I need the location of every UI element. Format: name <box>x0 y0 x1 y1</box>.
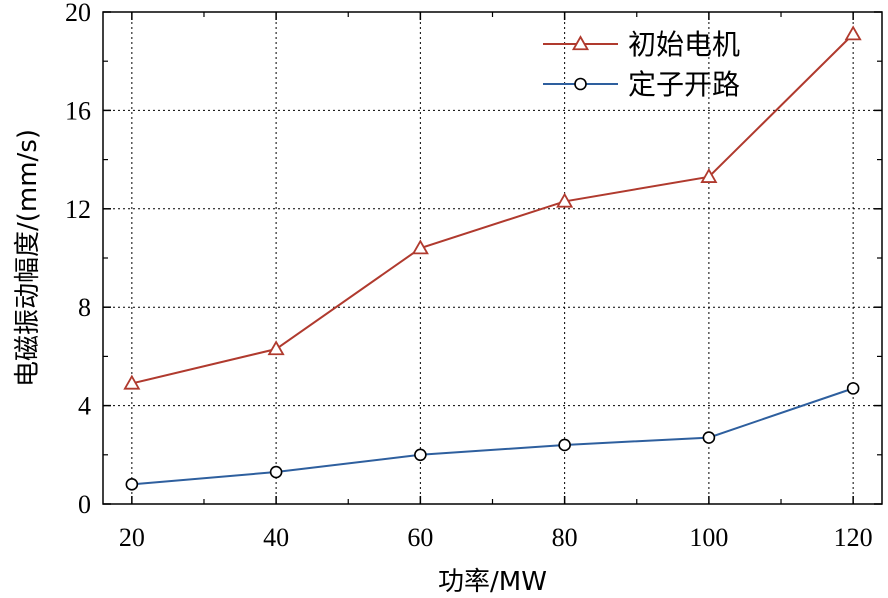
axis-ticks: 20 40 60 80 100 120 0 4 8 12 16 20 <box>65 0 882 552</box>
y-tick-label: 20 <box>65 0 91 27</box>
data-point <box>556 192 574 208</box>
x-tick-label: 80 <box>552 523 578 552</box>
y-tick-label: 16 <box>65 96 91 125</box>
data-point <box>846 382 860 395</box>
series-line <box>131 387 854 486</box>
legend-label: 初始电机 <box>628 28 740 61</box>
series-layer <box>123 25 862 491</box>
data-point <box>125 478 139 491</box>
y-tick-label: 0 <box>78 490 91 519</box>
data-point <box>411 239 429 255</box>
minor-ticks <box>103 12 882 504</box>
data-point <box>269 465 283 479</box>
legend-label: 定子开路 <box>628 68 740 101</box>
y-tick-label: 4 <box>78 392 91 421</box>
x-tick-label: 40 <box>263 523 289 552</box>
legend-marker <box>574 77 587 91</box>
y-tick-label: 8 <box>78 293 91 322</box>
data-point <box>700 168 718 183</box>
data-point <box>844 25 862 41</box>
data-point <box>414 448 427 462</box>
legend-marker <box>571 35 590 51</box>
plot-frame <box>102 11 883 505</box>
x-tick-label: 20 <box>119 523 145 552</box>
x-tick-label: 120 <box>834 523 873 552</box>
x-axis-label: 功率/MW <box>438 567 547 597</box>
x-tick-label: 60 <box>407 523 433 552</box>
y-axis-label: 电磁振动幅度/(mm/s) <box>13 129 43 387</box>
data-point <box>702 431 716 444</box>
series-1 <box>123 25 862 390</box>
legend-entry: 定子开路 <box>543 68 740 101</box>
series-2 <box>125 382 860 491</box>
grid-lines <box>103 11 882 505</box>
data-point <box>123 374 141 390</box>
legend-entry: 初始电机 <box>543 28 740 61</box>
x-tick-label: 100 <box>689 523 728 552</box>
series-line <box>131 33 854 385</box>
data-point <box>558 438 571 452</box>
data-point <box>267 340 285 356</box>
y-tick-label: 12 <box>65 195 91 224</box>
